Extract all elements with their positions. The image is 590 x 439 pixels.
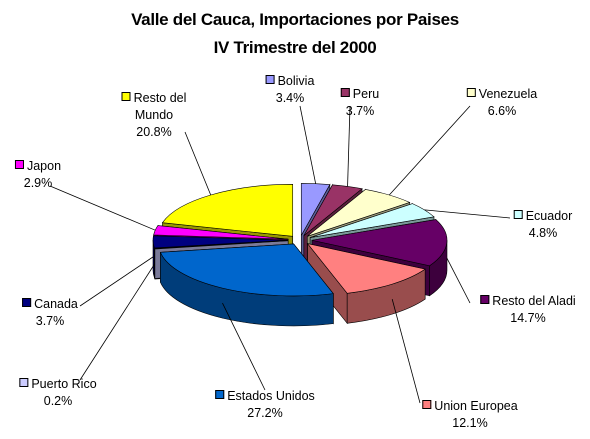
slice-name: Canada <box>34 297 78 311</box>
legend-marker <box>422 400 432 409</box>
slice-value: 2.9% <box>23 176 53 190</box>
slice-name: Venezuela <box>478 87 538 101</box>
slice-label: Japon 2.9% <box>14 158 62 192</box>
slice-value: 6.6% <box>487 104 517 118</box>
slice-value: 3.4% <box>275 91 305 105</box>
legend-marker <box>340 88 350 97</box>
legend-marker <box>22 298 32 307</box>
slice-value: 0.2% <box>43 394 73 408</box>
leader-line <box>79 263 156 381</box>
legend-marker <box>466 88 476 97</box>
leader-line <box>184 131 212 196</box>
slice-name: Puerto Rico <box>31 377 97 391</box>
leader-line <box>347 105 351 187</box>
slice-value: 20.8% <box>136 125 172 139</box>
legend-marker <box>513 210 523 219</box>
slice-label: Union Europea 12.1% <box>422 398 518 432</box>
legend-marker <box>19 378 29 387</box>
leader-line <box>79 256 154 307</box>
slice-top <box>311 219 448 267</box>
slice-value: 12.1% <box>452 416 488 430</box>
slice-label: Resto del Aladi 14.7% <box>480 293 576 327</box>
slice-label: Venezuela 6.6% <box>466 86 538 120</box>
legend-marker <box>215 390 225 399</box>
slice-label: Ecuador 4.8% <box>513 208 573 242</box>
slice-label: Estados Unidos 27.2% <box>215 388 315 422</box>
slice-top <box>300 183 331 237</box>
slice-top <box>154 240 289 250</box>
slice-top <box>310 203 435 238</box>
slice-value: 27.2% <box>247 406 283 420</box>
leader-line <box>424 209 511 219</box>
chart-title: Valle del Cauca, Importaciones por Paise… <box>131 10 459 29</box>
leader-line <box>388 105 471 196</box>
slice-top <box>303 184 363 236</box>
slice-name: Estados Unidos <box>227 389 315 403</box>
leader-line <box>299 105 317 184</box>
slice-top <box>152 235 289 249</box>
slice-name: Union Europea <box>434 399 518 413</box>
slice-value: 3.7% <box>35 314 65 328</box>
legend-marker <box>14 160 24 169</box>
slice-value: 3.7% <box>345 104 375 118</box>
slice-name: Peru <box>352 87 380 101</box>
slice-label: Bolivia 3.4% <box>265 73 315 107</box>
slice-label: Resto del Mundo 20.8% <box>112 90 197 141</box>
leader-line <box>446 257 471 304</box>
slice <box>306 242 426 325</box>
slice-value: 14.7% <box>510 311 546 325</box>
slice-top <box>307 189 411 237</box>
slice-name: Resto del Mundo <box>133 91 187 122</box>
leader-line <box>391 298 421 404</box>
chart-subtitle: IV Trimestre del 2000 <box>213 38 377 57</box>
slice-top <box>161 184 294 237</box>
slice-top <box>159 243 334 297</box>
legend-marker <box>121 92 131 101</box>
legend-marker <box>265 75 275 84</box>
slice-label: Canada 3.7% <box>22 296 78 330</box>
slice-name: Resto del Aladi <box>492 294 576 308</box>
legend-marker <box>480 295 490 304</box>
slice-value: 4.8% <box>528 226 558 240</box>
leader-line <box>49 185 156 231</box>
leader-line <box>222 302 266 391</box>
slice-name: Bolivia <box>277 74 315 88</box>
slice-label: Puerto Rico 0.2% <box>19 376 97 410</box>
slice-name: Japon <box>26 159 62 173</box>
slice-name: Ecuador <box>525 209 573 223</box>
slice-top <box>306 243 426 294</box>
slice-label: Peru 3.7% <box>340 86 380 120</box>
slice <box>159 243 334 327</box>
